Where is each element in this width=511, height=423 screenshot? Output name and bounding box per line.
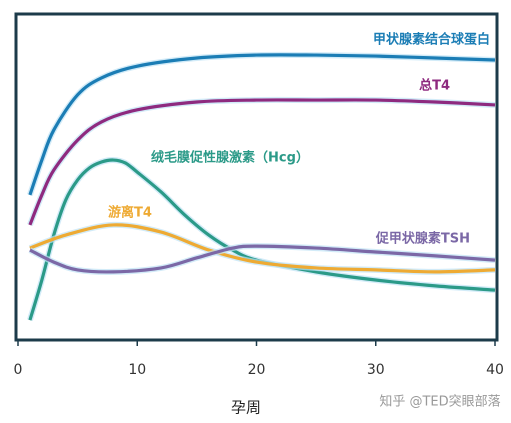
series-label: 绒毛膜促性腺激素（Hcg） [151,150,309,166]
x-axis-label: 孕周 [231,399,261,417]
line [28,53,496,196]
series-label: 促甲状腺素TSH [375,231,470,247]
series-label: 游离T4 [108,205,152,221]
x-tick-label: 0 [14,362,23,378]
series-label: 甲状腺素结合球蛋白 [373,32,490,48]
line [29,223,496,274]
x-tick-label: 20 [248,362,266,378]
line [28,158,496,321]
series-label: 总T4 [419,78,450,94]
plot-frame [14,12,499,342]
x-tick-label: 10 [128,362,146,378]
x-tick-label: 40 [486,362,504,378]
line [28,98,496,226]
x-tick-label: 30 [367,362,385,378]
watermark: 知乎 @TED突眼部落 [379,394,500,410]
line [29,244,496,274]
